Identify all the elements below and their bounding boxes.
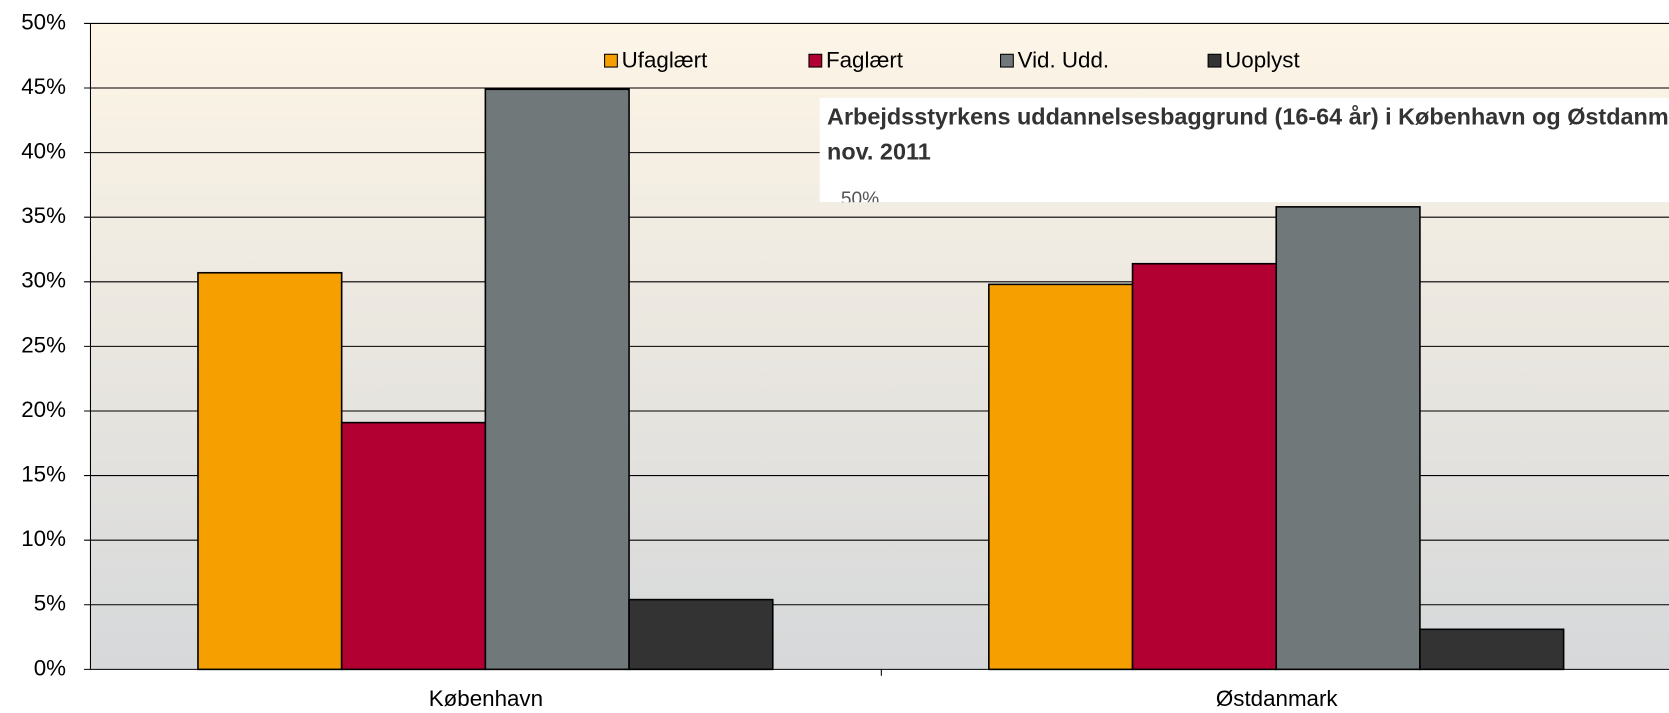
legend-label: Uoplyst	[1225, 48, 1300, 73]
bar	[197, 271, 343, 671]
y-tick-label: 45%	[21, 74, 66, 99]
overlay-bg	[819, 97, 1669, 203]
bar	[340, 421, 487, 671]
bar	[628, 598, 774, 671]
y-tick-label: 25%	[21, 332, 66, 357]
x-tick-label: København	[429, 686, 543, 711]
annotation: 50%	[841, 189, 879, 210]
bar	[1131, 262, 1278, 671]
y-tick-label: 30%	[21, 268, 66, 293]
legend-swatch	[1207, 53, 1222, 68]
y-tick-label: 50%	[21, 9, 66, 34]
y-tick-label: 35%	[21, 203, 66, 228]
overlay-box: Arbejdsstyrkens uddannelsesbaggrund (16-…	[819, 97, 1669, 210]
bar	[988, 283, 1134, 671]
legend-label: Vid. Udd.	[1018, 48, 1110, 73]
bar	[1419, 628, 1565, 671]
y-tick-label: 5%	[34, 591, 66, 616]
y-tick-label: 20%	[21, 397, 66, 422]
bar	[484, 88, 630, 671]
legend-label: Faglært	[826, 48, 904, 73]
legend-swatch	[808, 53, 823, 68]
y-tick-label: 40%	[21, 139, 66, 164]
legend-swatch	[604, 53, 618, 68]
chart-title-line: nov. 2011	[827, 138, 931, 164]
x-tick-label: Østdanmark	[1216, 686, 1339, 711]
y-tick-label: 10%	[21, 526, 66, 551]
y-tick-label: 15%	[21, 461, 66, 486]
y-tick-label: 0%	[34, 655, 66, 680]
chart-title: Arbejdsstyrkens uddannelsesbaggrund (16-…	[827, 103, 1669, 129]
legend-label: Ufaglært	[622, 48, 708, 73]
legend-swatch	[1000, 53, 1014, 68]
bar	[1275, 206, 1421, 671]
